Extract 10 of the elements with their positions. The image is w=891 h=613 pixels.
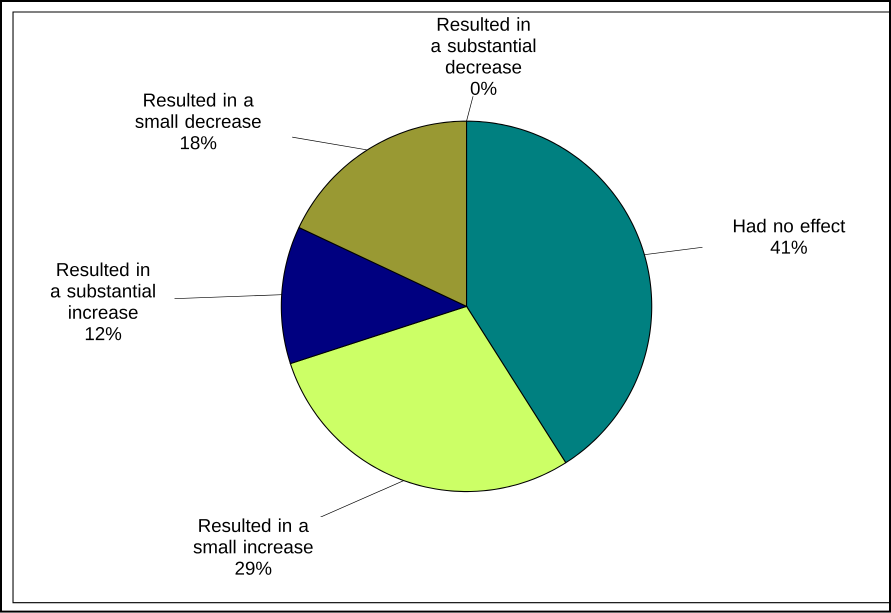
data-label: 41% <box>770 240 807 254</box>
text: 0% <box>470 82 496 96</box>
data-label: 12% <box>86 327 122 340</box>
slice-label: Resulted in a small decrease <box>135 93 261 128</box>
data-label: 29% <box>236 562 272 575</box>
slice-label: Resulted in a substantial increase <box>50 262 155 320</box>
data-label: 18% <box>180 136 216 150</box>
slice-label: Had no effect <box>734 218 846 233</box>
slice-label: Resulted in a small increase <box>194 518 313 554</box>
category-label: Resulted in a substantial decrease <box>431 17 536 74</box>
